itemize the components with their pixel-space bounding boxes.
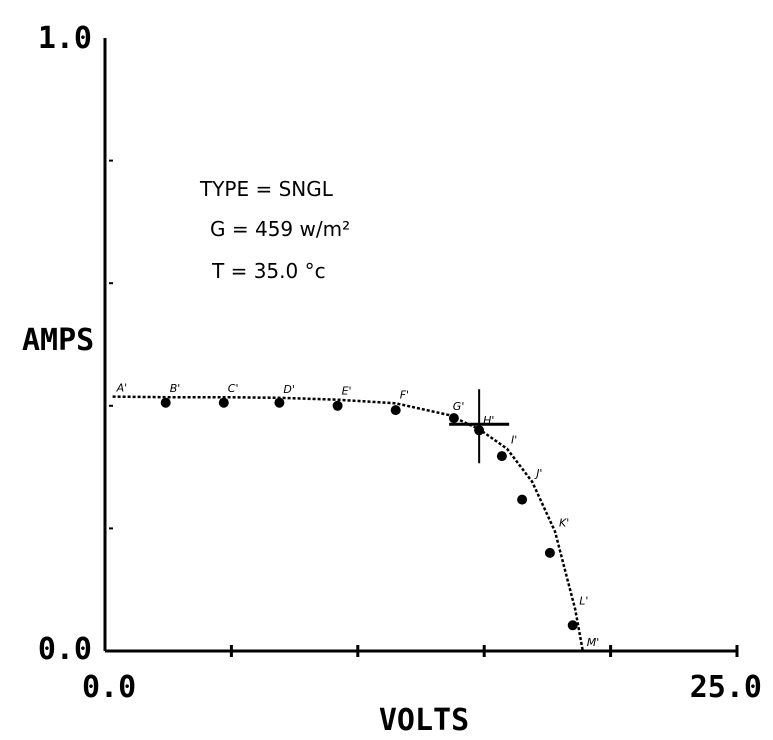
point-labels: A' B' C' D' E' F' G' H' I' J' K' L' M'	[116, 382, 600, 649]
curve-point-label: L'	[579, 594, 588, 607]
model-data-point	[448, 413, 459, 424]
annotation-type: TYPE = SNGL	[199, 177, 334, 201]
curve-point-label: F'	[400, 388, 409, 401]
curve-point-label: C'	[228, 382, 239, 395]
x-axis-title: VOLTS	[379, 703, 469, 738]
model-data-point	[517, 494, 528, 505]
curve-point-label: E'	[342, 385, 352, 398]
curve-point-label: H'	[483, 414, 494, 427]
x-tick-max: 25.0	[690, 670, 762, 705]
model-data-point	[332, 400, 343, 411]
model-data-point	[274, 397, 285, 408]
model-data-point	[496, 451, 507, 462]
annotation-temperature: T = 35.0 °c	[211, 259, 326, 283]
curve-point-label: M'	[587, 636, 600, 649]
model-data-point	[390, 405, 401, 416]
measured-curve-line	[112, 395, 585, 652]
y-tick-min: 0.0	[38, 632, 92, 667]
curve-point-label: J'	[534, 467, 542, 480]
model-data-point	[544, 547, 555, 558]
max-power-point-marker	[449, 389, 510, 464]
measured-curve	[112, 395, 585, 652]
curve-point-label: K'	[559, 517, 569, 530]
y-tick-max: 1.0	[38, 21, 92, 56]
curve-point-label: G'	[453, 400, 465, 413]
model-points	[160, 397, 578, 631]
model-data-point	[218, 397, 229, 408]
model-data-point	[160, 397, 171, 408]
curve-point-label: D'	[283, 383, 295, 396]
curve-point-label: B'	[170, 382, 181, 395]
y-axis-title: AMPS	[22, 323, 94, 358]
x-tick-min: 0.0	[82, 670, 136, 705]
curve-point-label: I'	[511, 434, 517, 447]
annotation-irradiance: G = 459 w/m²	[210, 217, 350, 241]
curve-point-label: A'	[116, 382, 128, 395]
axis-ticks	[109, 159, 739, 657]
model-data-point	[567, 620, 578, 631]
